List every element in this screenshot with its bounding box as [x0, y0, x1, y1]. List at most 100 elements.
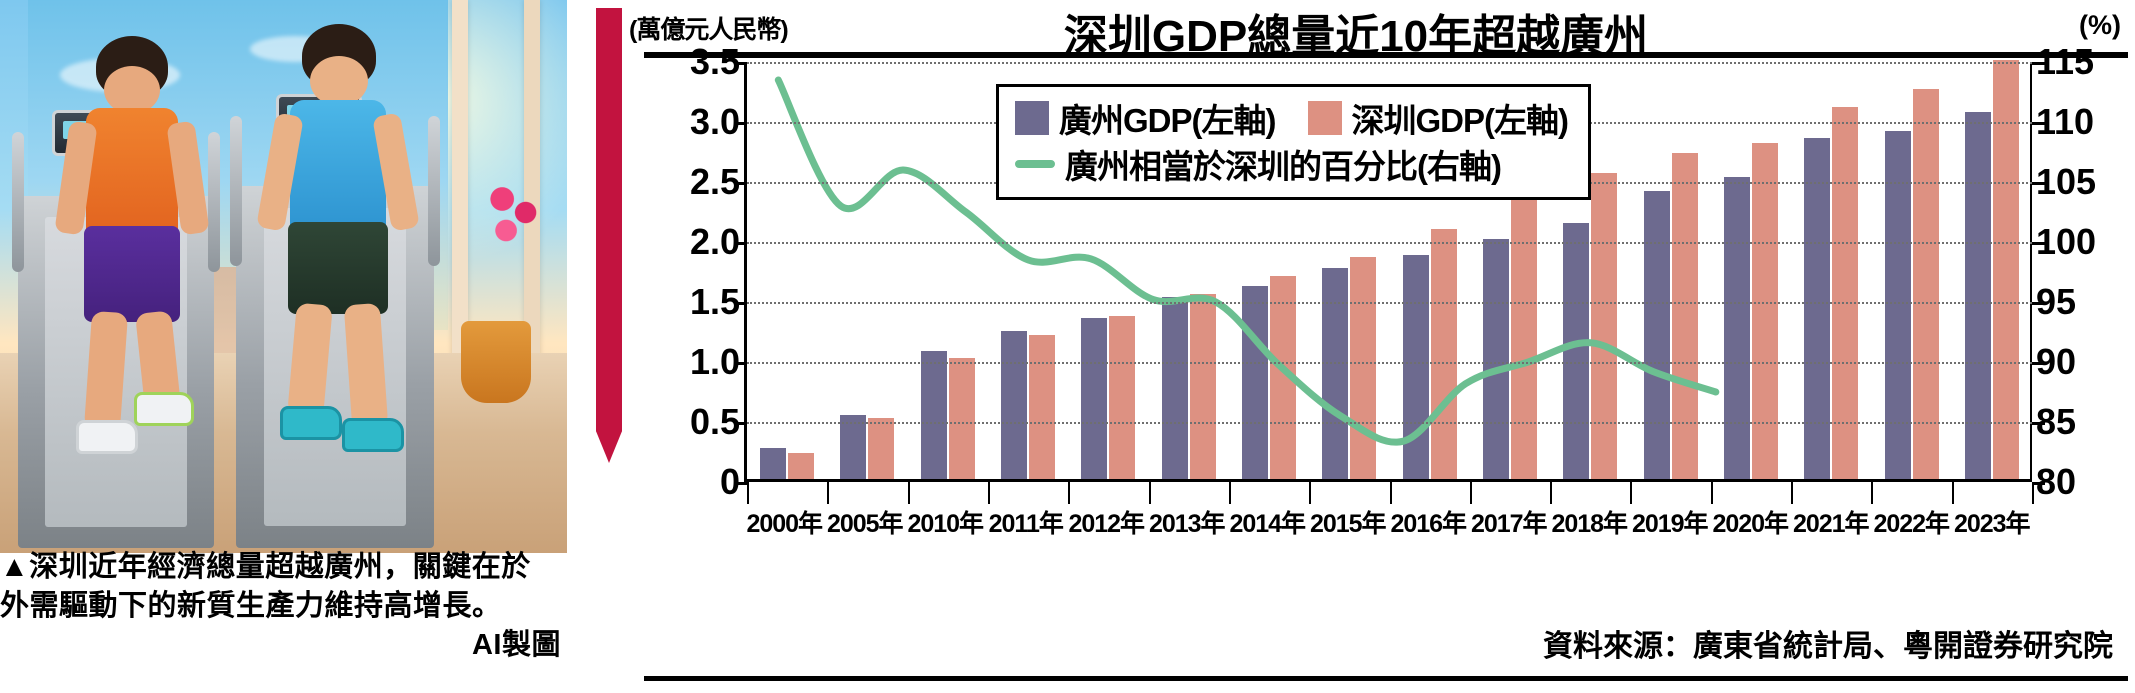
y-axis-right-tick	[2032, 422, 2045, 425]
plot-canvas	[734, 60, 2045, 504]
treadmill-rail	[208, 132, 220, 272]
x-axis-separator	[1951, 482, 1954, 504]
bar-guangzhou[interactable]	[840, 415, 867, 479]
bar-guangzhou[interactable]	[1001, 331, 1028, 479]
treadmill-rail	[12, 132, 24, 272]
chart-source: 資料來源：廣東省統計局、粵開證券研究院	[1543, 630, 2113, 663]
bar-guangzhou[interactable]	[1322, 267, 1349, 479]
x-axis-tick-label: 2020年	[1712, 510, 1789, 538]
bar-guangzhou[interactable]	[1804, 138, 1831, 479]
photo-panel: ▲深圳近年經濟總量超越廣州，關鍵在於 外需驅動下的新質生產力維持高增長。 AI製…	[0, 0, 567, 693]
x-axis-tick-label: 2015年	[1309, 510, 1387, 538]
bar-shenzhen[interactable]	[1510, 198, 1537, 479]
runner-shoe	[76, 420, 138, 454]
bar-guangzhou[interactable]	[1563, 223, 1590, 479]
x-axis-separator	[747, 482, 749, 504]
runner-shoe	[342, 418, 404, 452]
x-axis-separator	[1228, 482, 1231, 504]
runner-shoe	[280, 406, 342, 440]
photo-caption: ▲深圳近年經濟總量超越廣州，關鍵在於 外需驅動下的新質生產力維持高增長。 AI製…	[0, 548, 567, 665]
y-axis-right-tick	[2032, 122, 2045, 125]
runner-left	[54, 36, 210, 506]
x-axis-separator	[1469, 482, 1472, 504]
x-axis-separator	[827, 482, 830, 504]
x-axis-tick-label: 2021年	[1792, 510, 1870, 538]
bar-shenzhen[interactable]	[1671, 152, 1698, 479]
x-axis-separator	[1389, 482, 1392, 504]
window-frame	[452, 0, 468, 400]
x-axis-separator	[2032, 482, 2034, 504]
legend-swatch-guangzhou	[1015, 101, 1049, 135]
chart-legend: 廣州GDP(左軸) 深圳GDP(左軸) 廣州相當於深圳的百分比(右軸)	[996, 84, 1591, 200]
runner-shorts	[288, 222, 388, 314]
bar-guangzhou[interactable]	[1884, 131, 1911, 479]
bar-shenzhen[interactable]	[948, 357, 975, 479]
bar-group	[1630, 62, 1710, 479]
legend-line-ratio	[1015, 160, 1055, 168]
chart-panel: (萬億元人民幣) 深圳GDP總量近10年超越廣州 (%) 3.5 3.0 2.5 2.…	[567, 0, 2135, 693]
y-axis-left-tick	[734, 242, 747, 245]
y-axis-left-tick-label: 0.5	[689, 401, 740, 442]
runner-shirt	[290, 100, 386, 234]
bar-guangzhou[interactable]	[760, 447, 787, 479]
bar-shenzhen[interactable]	[1751, 143, 1778, 479]
y-axis-left-tick-label: 3.0	[689, 101, 740, 142]
x-axis-tick-label: 2012年	[1068, 510, 1145, 538]
right-axis-unit-label: (%)	[2079, 10, 2121, 40]
y-axis-left-tick-label: 2.0	[689, 221, 740, 262]
legend-label-shenzhen: 深圳GDP(左軸)	[1351, 102, 1569, 139]
bar-shenzhen[interactable]	[868, 417, 895, 479]
runner-shoe	[134, 392, 194, 426]
bar-shenzhen[interactable]	[1029, 335, 1056, 479]
bar-shenzhen[interactable]	[1109, 315, 1136, 479]
bar-guangzhou[interactable]	[1402, 254, 1429, 479]
bar-guangzhou[interactable]	[1161, 296, 1188, 479]
bar-group	[1871, 62, 1951, 479]
bar-guangzhou[interactable]	[1964, 111, 1991, 479]
bar-guangzhou[interactable]	[1242, 285, 1269, 479]
y-axis-left-tick	[734, 302, 747, 305]
bar-guangzhou[interactable]	[1482, 239, 1509, 479]
bar-shenzhen[interactable]	[1270, 276, 1297, 479]
x-axis-separator	[1710, 482, 1713, 504]
y-axis-right-tick	[2032, 242, 2045, 245]
caption-line-1: ▲深圳近年經濟總量超越廣州，關鍵在於	[0, 551, 531, 583]
treadmill-runners-photo	[0, 0, 567, 553]
bar-guangzhou[interactable]	[1723, 176, 1750, 479]
bar-shenzhen[interactable]	[788, 452, 815, 479]
bar-shenzhen[interactable]	[1430, 229, 1457, 479]
runner-head	[104, 66, 160, 114]
plant-pot	[461, 321, 531, 403]
y-axis-right-tick	[2032, 362, 2045, 365]
right-axis-labels: 115 110 105 100 95 90 85 80	[2036, 41, 2128, 502]
bar-group	[1791, 62, 1871, 479]
x-axis-separator	[1630, 482, 1633, 504]
bar-guangzhou[interactable]	[1081, 318, 1108, 479]
bar-shenzhen[interactable]	[1350, 257, 1377, 479]
gridline	[747, 302, 2032, 304]
y-axis-left-tick	[734, 362, 747, 365]
gridline	[747, 242, 2032, 244]
y-axis-right-tick	[2032, 62, 2045, 65]
y-axis-right-tick-label: 105	[2036, 161, 2097, 202]
x-axis-tick-label: 2018年	[1551, 510, 1628, 538]
bar-shenzhen[interactable]	[1832, 107, 1859, 479]
legend-swatch-shenzhen	[1307, 101, 1342, 135]
bar-shenzhen[interactable]	[1992, 60, 2019, 479]
x-axis-tick-label: 2010年	[907, 510, 984, 538]
y-axis-left-tick	[734, 182, 747, 185]
bar-shenzhen[interactable]	[1591, 173, 1618, 479]
legend-label-ratio: 廣州相當於深圳的百分比(右軸)	[1065, 148, 1502, 185]
x-axis-tick-label: 2000年	[746, 510, 823, 538]
y-axis-left-tick	[734, 62, 747, 65]
gridline	[747, 362, 2032, 364]
title-rule-top	[644, 52, 2128, 58]
bar-guangzhou[interactable]	[1643, 191, 1670, 479]
bar-shenzhen[interactable]	[1189, 294, 1216, 479]
x-axis-separator	[1871, 482, 1874, 504]
x-axis-labels: 2000年 2005年 2010年 2011年 2012年 2013年 2014年 2015年…	[744, 504, 2032, 548]
chart-rule-bottom	[644, 676, 2128, 681]
bar-guangzhou[interactable]	[920, 350, 947, 479]
bar-shenzhen[interactable]	[1912, 89, 1939, 479]
bar-group	[908, 62, 988, 479]
